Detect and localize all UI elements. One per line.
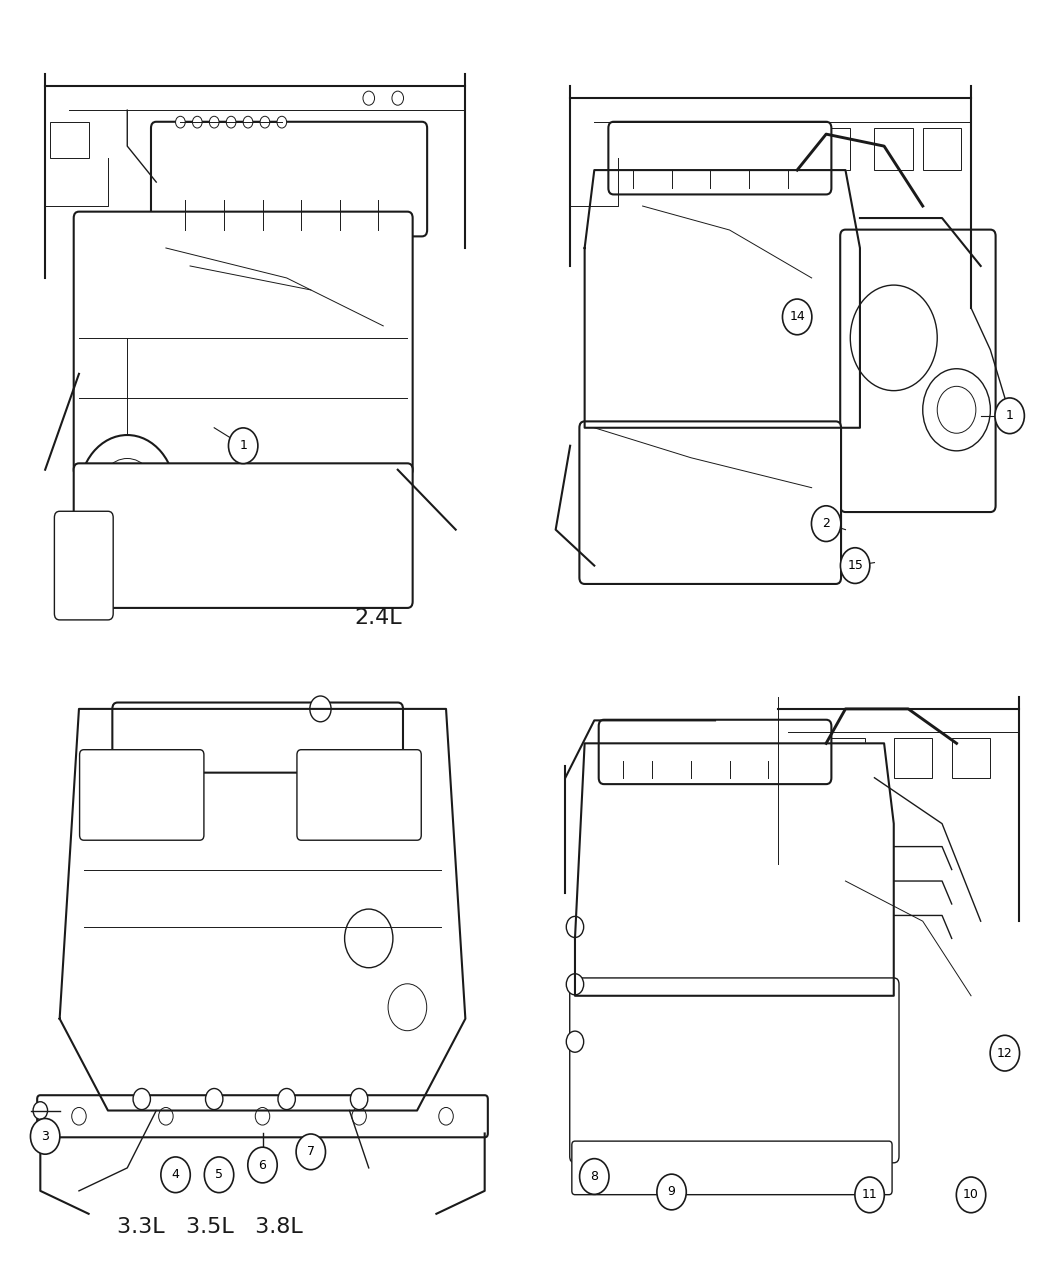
Circle shape bbox=[351, 1089, 368, 1109]
FancyBboxPatch shape bbox=[74, 212, 413, 476]
Text: 12: 12 bbox=[998, 1047, 1012, 1060]
Text: 14: 14 bbox=[790, 310, 805, 324]
Circle shape bbox=[594, 1006, 710, 1146]
Circle shape bbox=[782, 300, 812, 335]
FancyBboxPatch shape bbox=[55, 511, 113, 620]
FancyBboxPatch shape bbox=[580, 421, 841, 584]
Polygon shape bbox=[60, 709, 465, 1111]
Circle shape bbox=[133, 1089, 150, 1109]
Circle shape bbox=[812, 506, 841, 542]
Circle shape bbox=[855, 1177, 884, 1213]
FancyBboxPatch shape bbox=[37, 1095, 488, 1137]
Text: 8: 8 bbox=[590, 1170, 598, 1183]
Circle shape bbox=[206, 1089, 223, 1109]
FancyBboxPatch shape bbox=[570, 978, 899, 1163]
Text: 6: 6 bbox=[258, 1159, 267, 1172]
Text: 5: 5 bbox=[215, 1168, 223, 1181]
FancyBboxPatch shape bbox=[297, 750, 421, 840]
Circle shape bbox=[118, 482, 136, 505]
Circle shape bbox=[352, 1108, 366, 1125]
Text: 10: 10 bbox=[963, 1188, 979, 1201]
Circle shape bbox=[229, 428, 258, 464]
FancyBboxPatch shape bbox=[826, 737, 865, 778]
Text: 4: 4 bbox=[171, 1168, 180, 1181]
FancyBboxPatch shape bbox=[50, 122, 88, 158]
Text: 2.4L: 2.4L bbox=[354, 608, 402, 629]
Circle shape bbox=[938, 386, 975, 434]
Circle shape bbox=[618, 1035, 686, 1117]
Circle shape bbox=[923, 368, 990, 451]
Text: 9: 9 bbox=[668, 1186, 675, 1198]
Circle shape bbox=[580, 1159, 609, 1195]
FancyBboxPatch shape bbox=[875, 128, 914, 170]
Text: 11: 11 bbox=[862, 1188, 878, 1201]
Circle shape bbox=[392, 91, 403, 106]
Circle shape bbox=[296, 1133, 326, 1169]
Circle shape bbox=[657, 1174, 687, 1210]
Circle shape bbox=[248, 1148, 277, 1183]
Text: 1: 1 bbox=[1006, 409, 1013, 422]
Circle shape bbox=[209, 116, 219, 128]
Circle shape bbox=[192, 116, 202, 128]
Circle shape bbox=[278, 1089, 295, 1109]
Circle shape bbox=[957, 1177, 986, 1213]
Circle shape bbox=[159, 1108, 173, 1125]
Circle shape bbox=[990, 1035, 1020, 1071]
Circle shape bbox=[99, 459, 156, 529]
Circle shape bbox=[840, 548, 869, 584]
Circle shape bbox=[30, 1118, 60, 1154]
FancyBboxPatch shape bbox=[572, 1141, 892, 1195]
Polygon shape bbox=[585, 170, 860, 428]
Circle shape bbox=[642, 1063, 663, 1089]
Circle shape bbox=[850, 286, 938, 390]
FancyBboxPatch shape bbox=[151, 122, 427, 236]
Text: 3.3L   3.5L   3.8L: 3.3L 3.5L 3.8L bbox=[118, 1216, 302, 1237]
Circle shape bbox=[388, 984, 426, 1030]
Circle shape bbox=[995, 398, 1025, 434]
FancyBboxPatch shape bbox=[894, 737, 932, 778]
FancyBboxPatch shape bbox=[598, 719, 832, 784]
Circle shape bbox=[344, 909, 393, 968]
Text: 1: 1 bbox=[239, 440, 247, 453]
Circle shape bbox=[310, 696, 331, 722]
Circle shape bbox=[566, 974, 584, 994]
Circle shape bbox=[34, 1102, 47, 1119]
Circle shape bbox=[79, 435, 175, 552]
Polygon shape bbox=[575, 743, 894, 996]
Circle shape bbox=[439, 1108, 454, 1125]
Circle shape bbox=[175, 116, 185, 128]
FancyBboxPatch shape bbox=[812, 128, 850, 170]
Circle shape bbox=[71, 1108, 86, 1125]
Circle shape bbox=[161, 1156, 190, 1192]
FancyBboxPatch shape bbox=[923, 128, 962, 170]
Text: 15: 15 bbox=[847, 560, 863, 572]
FancyBboxPatch shape bbox=[74, 463, 413, 608]
Text: 7: 7 bbox=[307, 1145, 315, 1158]
Circle shape bbox=[363, 91, 375, 106]
FancyBboxPatch shape bbox=[608, 121, 832, 195]
Circle shape bbox=[205, 1156, 234, 1192]
FancyBboxPatch shape bbox=[951, 737, 990, 778]
Circle shape bbox=[566, 1031, 584, 1052]
Text: 3: 3 bbox=[41, 1130, 49, 1142]
Circle shape bbox=[277, 116, 287, 128]
Text: 2: 2 bbox=[822, 518, 831, 530]
Circle shape bbox=[255, 1108, 270, 1125]
Circle shape bbox=[260, 116, 270, 128]
Circle shape bbox=[226, 116, 236, 128]
Circle shape bbox=[566, 917, 584, 937]
FancyBboxPatch shape bbox=[112, 703, 403, 773]
FancyBboxPatch shape bbox=[80, 750, 204, 840]
FancyBboxPatch shape bbox=[840, 230, 995, 513]
Circle shape bbox=[244, 116, 253, 128]
